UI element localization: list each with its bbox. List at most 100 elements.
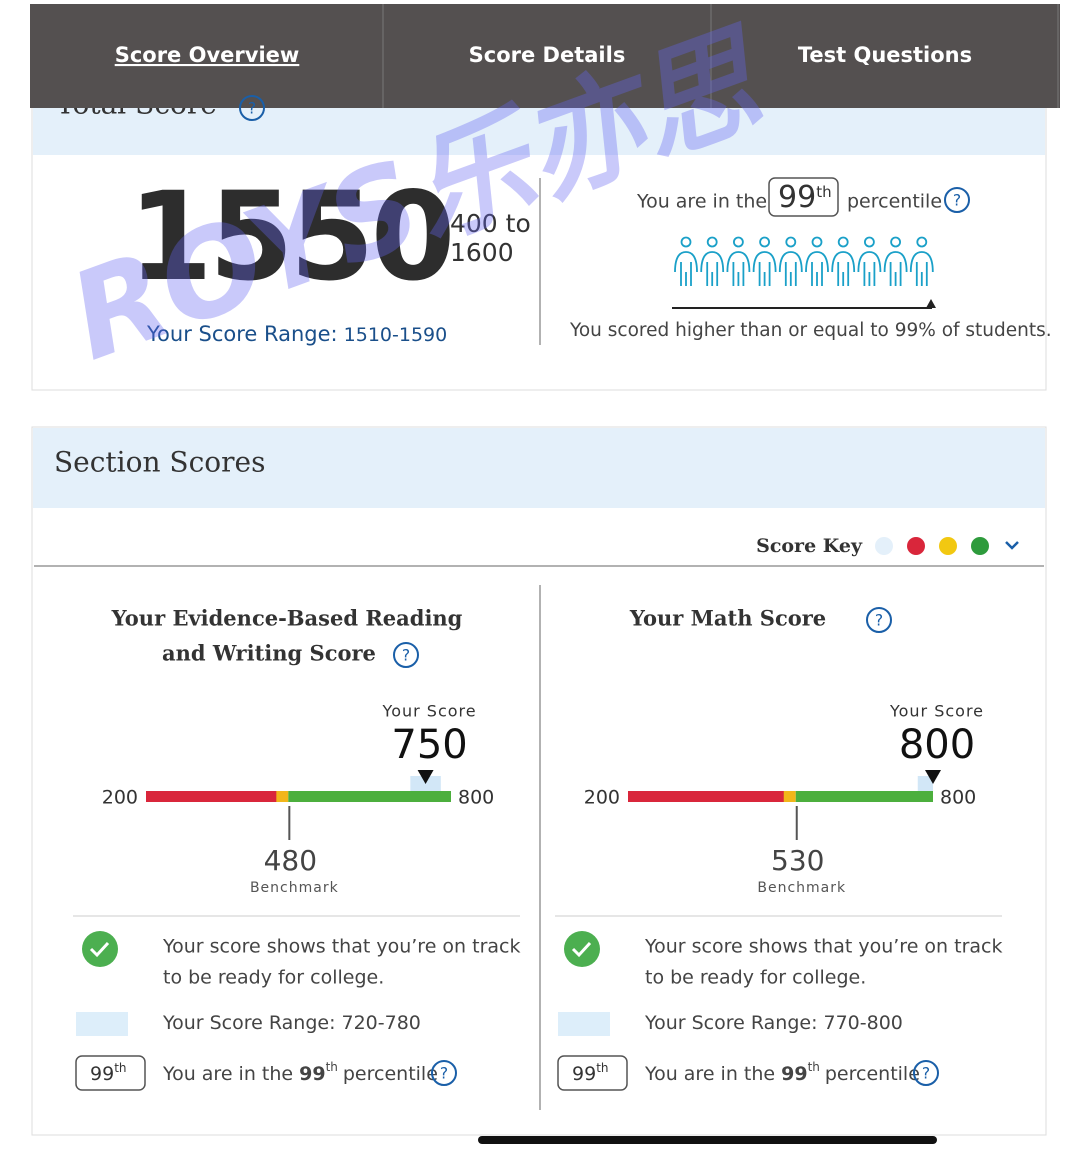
benchmark-value: 530	[771, 844, 824, 877]
score-key-toggle[interactable]	[1005, 541, 1019, 550]
percentile-ordinal: th	[326, 1060, 338, 1074]
score-marker	[417, 770, 434, 784]
percentile-text: You are in the 99th percentile	[644, 1060, 920, 1085]
scale-min: 200	[584, 787, 620, 809]
person-body	[726, 251, 751, 286]
score-range: Your Score Range: 720-780	[162, 1012, 421, 1034]
section-header	[33, 428, 1045, 508]
status-text: Your score shows that you’re on track	[162, 936, 521, 958]
person-head	[733, 236, 744, 248]
benchmark-label: Benchmark	[250, 880, 339, 896]
percentile-prefix: You are in the	[644, 1063, 775, 1085]
nav-tab[interactable]: Test Questions	[798, 43, 972, 67]
percentile-suffix: percentile	[847, 191, 942, 213]
section-score-title: Your Math Score	[629, 606, 826, 631]
person-body	[752, 251, 777, 286]
home-indicator	[478, 1136, 937, 1144]
help-icon[interactable]	[866, 607, 892, 633]
key-dot	[875, 537, 893, 555]
status-icon	[564, 931, 600, 967]
percentile-prefix: You are in the	[636, 191, 767, 213]
key-dot	[907, 537, 925, 555]
status-check	[89, 941, 110, 958]
percentile-badge-text: 99th	[90, 1061, 127, 1085]
person-head	[916, 236, 928, 248]
total-score: 1550	[128, 166, 452, 308]
score-range-value: 1510-1590	[344, 324, 448, 346]
score-range-value: 770-800	[823, 1012, 902, 1034]
person-body	[831, 251, 856, 286]
help-icon-glyph: ?	[248, 100, 256, 118]
bar-above	[795, 791, 933, 802]
benchmark-value: 480	[264, 844, 317, 877]
help-icon[interactable]	[431, 1060, 457, 1086]
percentile-badge	[557, 1055, 628, 1091]
percentile-number: 99	[299, 1063, 325, 1085]
score-range-label: Your Score Range:	[162, 1012, 335, 1034]
score-range-value: 720-780	[341, 1012, 420, 1034]
range-band	[917, 776, 933, 791]
percentile-number: 99	[90, 1063, 114, 1085]
person-body	[857, 251, 882, 286]
percentile-suffix: percentile	[825, 1063, 920, 1085]
person-body	[674, 251, 698, 286]
help-icon[interactable]	[393, 642, 419, 668]
person-head	[837, 236, 849, 248]
section-score: 800	[899, 722, 975, 768]
benchmark-label: Benchmark	[757, 880, 846, 896]
section-score-title: and Writing Score	[162, 641, 376, 666]
status-text: Your score shows that you’re on track	[644, 936, 1003, 958]
help-icon[interactable]	[944, 187, 970, 213]
your-score-label: Your Score	[889, 702, 984, 721]
section-title: Section Scores	[54, 446, 265, 479]
bar-below	[628, 791, 790, 802]
percentile-badge-text: 99th	[572, 1061, 609, 1085]
nav-tab[interactable]: Score Overview	[115, 43, 300, 67]
percentile-number: 99	[572, 1063, 596, 1085]
help-icon-glyph: ?	[440, 1065, 448, 1083]
percentile-ordinal: th	[114, 1061, 126, 1075]
person-body	[700, 251, 725, 286]
range-key	[558, 1012, 610, 1036]
percentile-badge	[75, 1055, 146, 1091]
status-text: to be ready for college.	[645, 967, 866, 989]
percentile-badge-text: 99th	[778, 180, 832, 215]
person-head	[811, 236, 823, 248]
percentile-ordinal: th	[816, 183, 831, 201]
percentile-number: 99	[778, 180, 816, 215]
nav-tab[interactable]: Score Details	[469, 43, 626, 67]
person-body	[778, 251, 803, 286]
help-icon[interactable]	[913, 1060, 939, 1086]
bar-below	[146, 791, 283, 802]
score-scale: 1600	[450, 238, 514, 267]
percentile-badge	[768, 177, 839, 217]
status-check	[571, 941, 592, 958]
scale-max: 800	[940, 787, 976, 809]
score-marker	[925, 770, 941, 784]
person-body	[909, 251, 934, 286]
person-head	[759, 236, 770, 248]
range-key	[76, 1012, 128, 1036]
total-header	[33, 100, 1045, 155]
percentile-suffix: percentile	[343, 1063, 438, 1085]
percentile-ordinal: th	[596, 1061, 608, 1075]
person-head	[864, 236, 875, 248]
person-body	[883, 251, 908, 286]
percentile-ordinal: th	[808, 1060, 820, 1074]
bar-near	[276, 791, 289, 802]
key-dot	[971, 537, 989, 555]
help-icon-glyph: ?	[402, 647, 410, 665]
person-body	[805, 251, 829, 286]
help-icon-glyph: ?	[953, 192, 961, 210]
section-score: 750	[391, 722, 467, 768]
status-icon	[82, 931, 118, 967]
person-head	[785, 236, 797, 248]
percentile-arrow	[926, 299, 936, 308]
help-icon[interactable]	[239, 95, 265, 121]
score-range: Your Score Range: 1510-1590	[146, 322, 447, 346]
person-head	[680, 236, 692, 248]
nav-bar: Score Overview Score Details Test Question…	[30, 4, 1060, 108]
help-icon-glyph: ?	[875, 612, 883, 630]
